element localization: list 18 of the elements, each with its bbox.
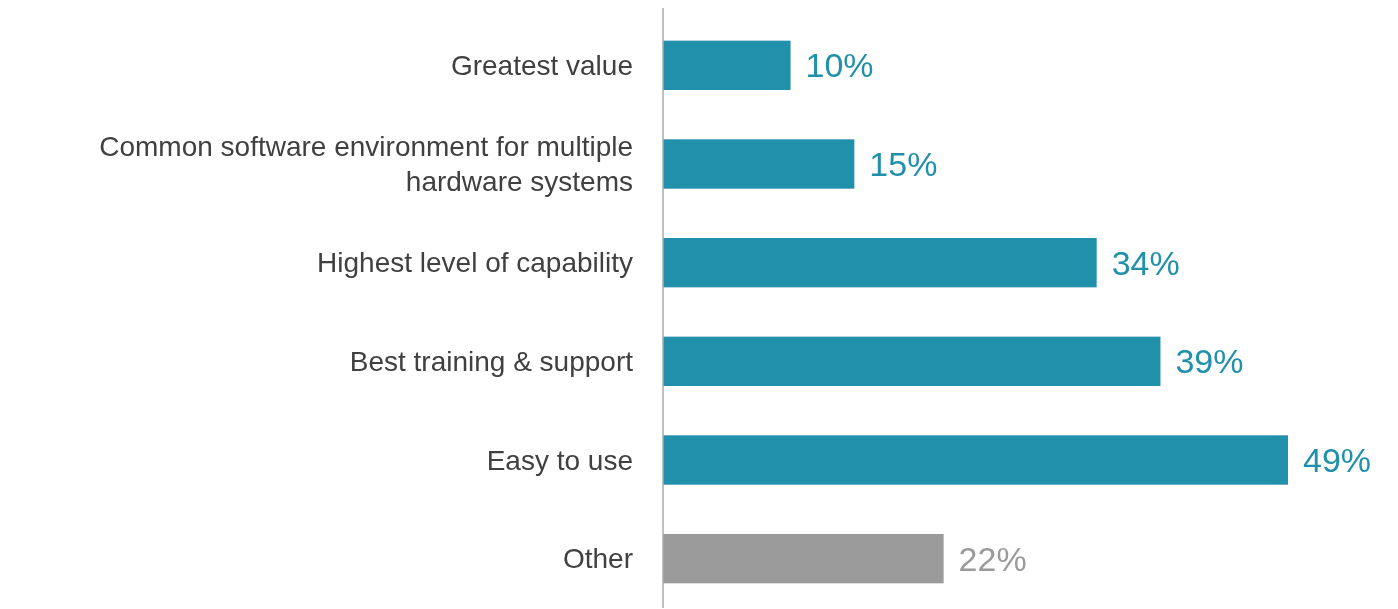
data-label: 39% [1175, 342, 1244, 381]
y-tick-label: Easy to use [486, 444, 633, 476]
bar [663, 336, 1161, 386]
data-label: 34% [1111, 243, 1180, 282]
y-tick-label: Common software environment for multiple hardware systems [99, 131, 633, 198]
bar [663, 435, 1288, 485]
bar [663, 40, 791, 90]
data-label: 10% [805, 46, 874, 85]
data-label: 49% [1303, 440, 1372, 479]
data-label: 22% [958, 539, 1027, 578]
y-tick-label: Other [562, 543, 633, 575]
y-tick-label: Highest level of capability [317, 247, 633, 279]
y-tick-label: Greatest value [450, 50, 633, 82]
data-label: 15% [869, 144, 938, 183]
bar [663, 139, 855, 189]
y-tick-label: Best training & support [349, 346, 634, 378]
bar [663, 238, 1097, 288]
bar [663, 534, 944, 584]
